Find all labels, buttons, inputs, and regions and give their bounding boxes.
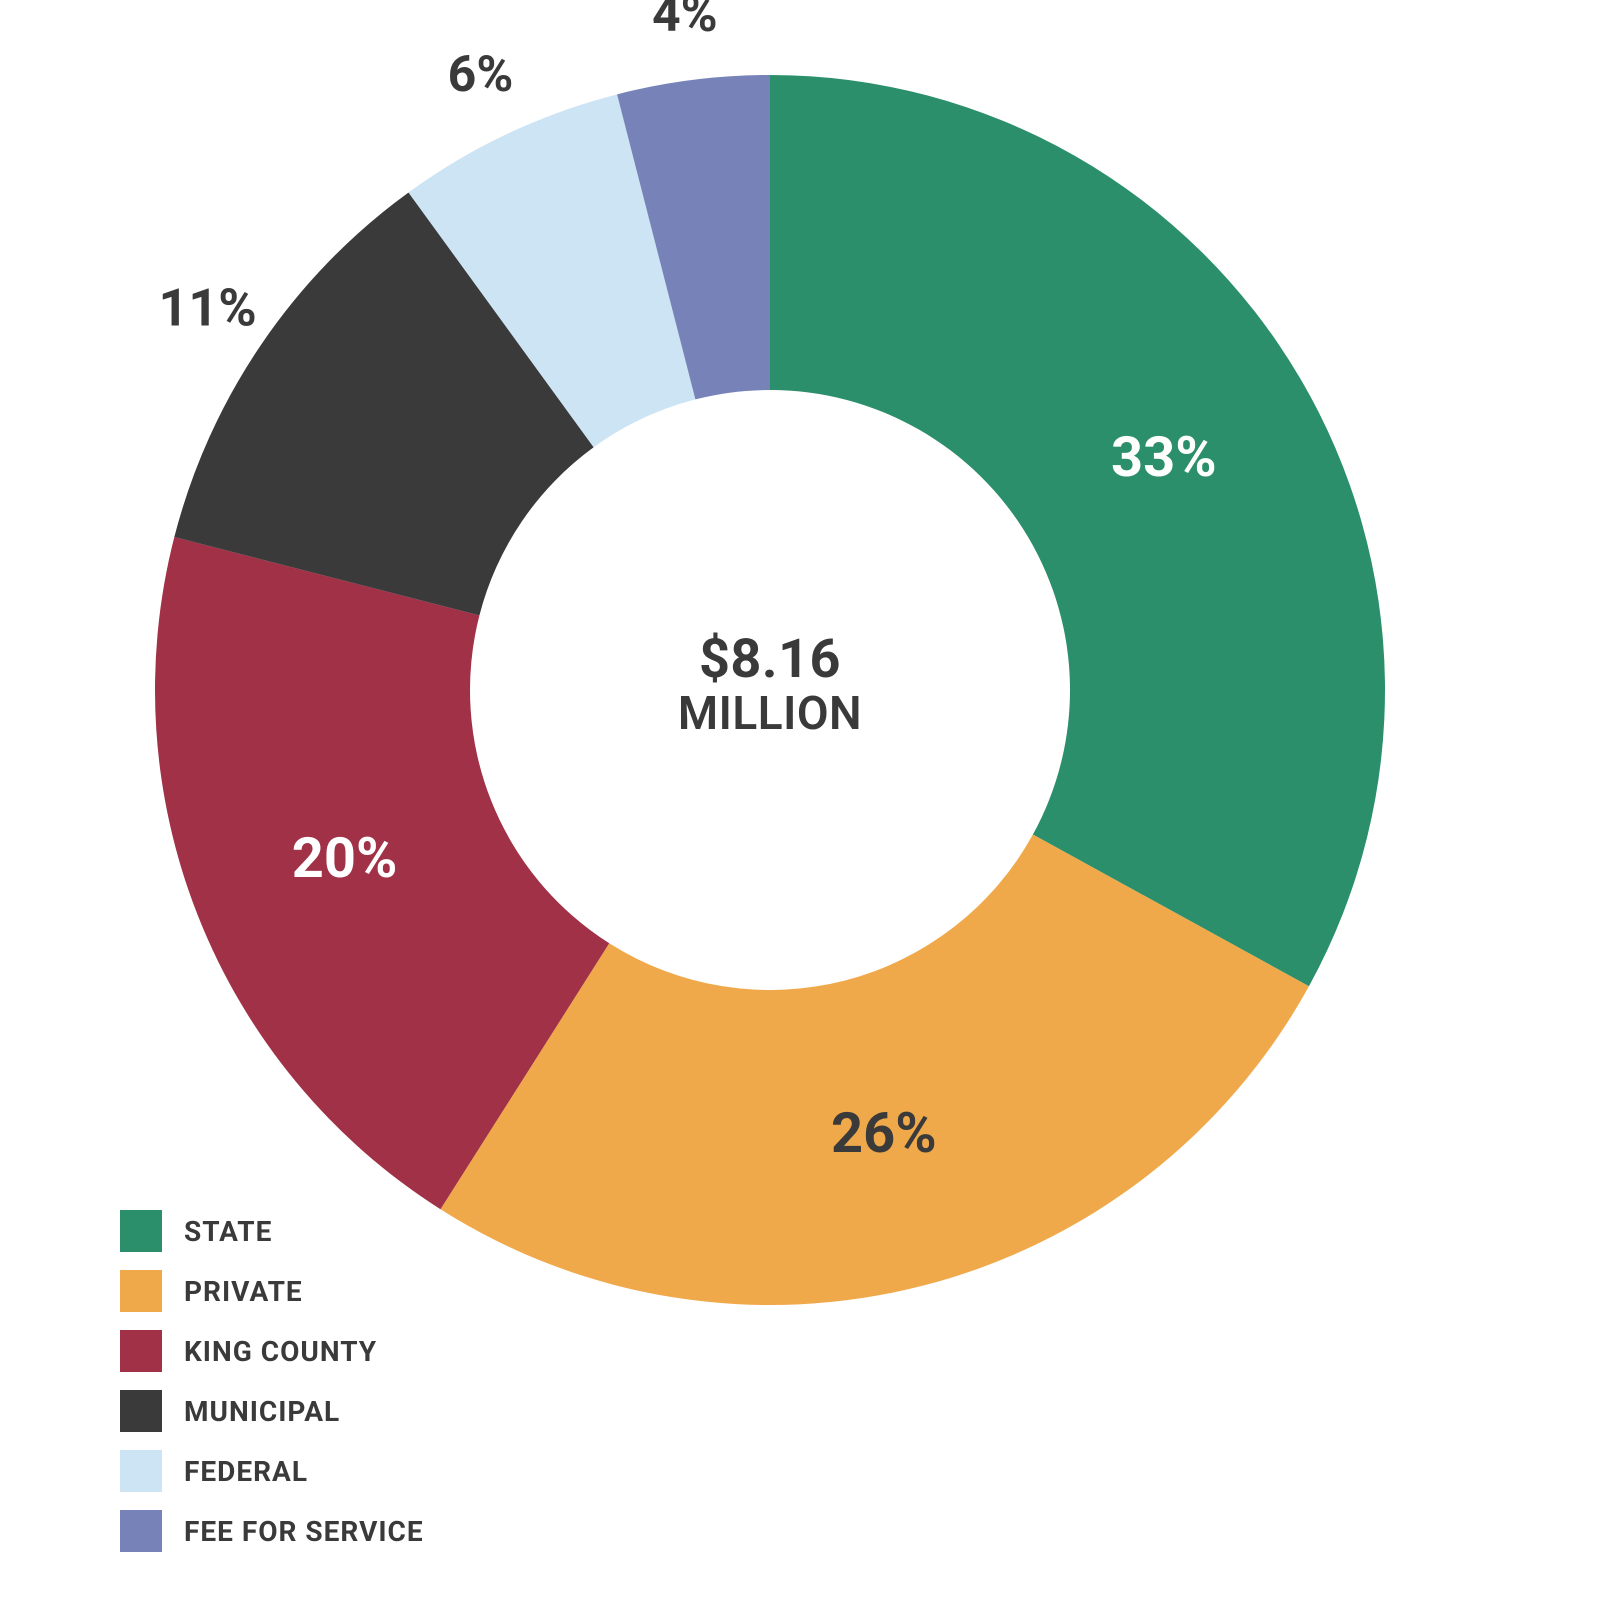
legend-label: FEDERAL bbox=[184, 1455, 308, 1488]
legend-label: STATE bbox=[184, 1215, 272, 1248]
legend-item: PRIVATE bbox=[120, 1270, 424, 1312]
center-unit: MILLION bbox=[590, 689, 950, 740]
donut-center-label: $8.16 MILLION bbox=[590, 630, 950, 740]
legend-swatch bbox=[120, 1270, 162, 1312]
legend-item: MUNICIPAL bbox=[120, 1390, 424, 1432]
slice-label-fee-for-service: 4% bbox=[652, 0, 718, 44]
slice-label-municipal: 11% bbox=[159, 277, 257, 338]
legend-label: PRIVATE bbox=[184, 1275, 303, 1308]
legend-label: FEE FOR SERVICE bbox=[184, 1515, 424, 1548]
legend-swatch bbox=[120, 1390, 162, 1432]
slice-label-state: 33% bbox=[1111, 424, 1217, 490]
legend-item: FEE FOR SERVICE bbox=[120, 1510, 424, 1552]
legend: STATE PRIVATE KING COUNTY MUNICIPAL FEDERAL F… bbox=[120, 1210, 424, 1570]
legend-swatch bbox=[120, 1510, 162, 1552]
legend-item: STATE bbox=[120, 1210, 424, 1252]
slice-label-federal: 6% bbox=[448, 46, 514, 104]
legend-label: MUNICIPAL bbox=[184, 1395, 340, 1428]
legend-item: KING COUNTY bbox=[120, 1330, 424, 1372]
legend-label: KING COUNTY bbox=[184, 1335, 377, 1368]
legend-swatch bbox=[120, 1450, 162, 1492]
donut-chart-stage: $8.16 MILLION 33% 26% 20% 11% 6% 4% STATE PRIV… bbox=[0, 0, 1600, 1600]
legend-swatch bbox=[120, 1210, 162, 1252]
center-amount: $8.16 bbox=[590, 630, 950, 689]
legend-item: FEDERAL bbox=[120, 1450, 424, 1492]
slice-label-king-county: 20% bbox=[292, 825, 398, 891]
slice-state bbox=[770, 75, 1385, 986]
legend-swatch bbox=[120, 1330, 162, 1372]
slice-label-private: 26% bbox=[831, 1100, 937, 1166]
